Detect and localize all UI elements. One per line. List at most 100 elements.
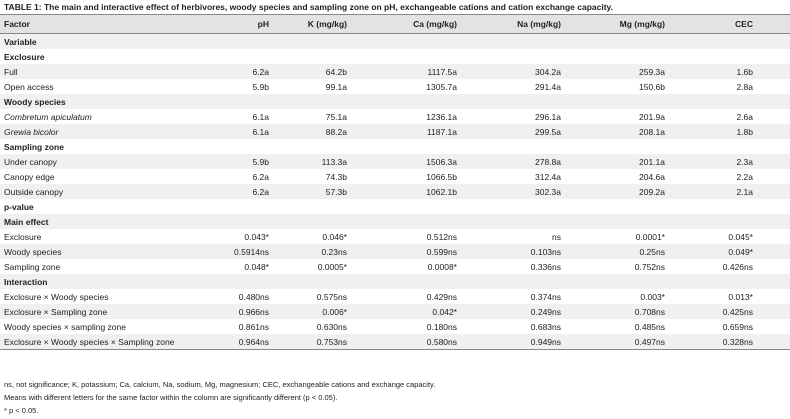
data-row: Combretum apiculatum 6.1a 75.1a 1236.1a 296.… (0, 109, 790, 124)
cell: 0.049* (669, 244, 757, 259)
cell: 0.966ns (205, 304, 273, 319)
cell: 0.23ns (273, 244, 351, 259)
cell (669, 214, 757, 229)
cell: 2.1a (669, 184, 757, 199)
cell: 0.752ns (634, 261, 665, 272)
cell: 0.630ns (316, 321, 347, 332)
cell: 0.103ns (461, 244, 565, 259)
cell (351, 94, 461, 109)
cell: 304.2a (461, 64, 565, 79)
footnote: Means with different letters for the sam… (4, 393, 338, 402)
cell: 0.046* (322, 231, 347, 242)
cell-pad (757, 274, 790, 289)
cell: 2.8a (736, 81, 753, 92)
footnote: * p < 0.05. (4, 406, 39, 415)
cell-pad (757, 184, 790, 199)
cell (461, 33, 565, 49)
cell-pad (757, 169, 790, 184)
row-label: Full (0, 64, 205, 79)
cell-pad (757, 304, 790, 319)
header-pad (757, 14, 790, 34)
cell: 0.683ns (530, 321, 561, 332)
row-label: Exclosure (4, 231, 42, 242)
cell-pad (757, 319, 790, 334)
cell (205, 139, 273, 154)
cell: 278.8a (461, 154, 565, 169)
cell: 1305.7a (426, 81, 457, 92)
data-row: Under canopy 5.9b 113.3a 1506.3a 278.8a 201.1… (0, 154, 790, 169)
cell: 5.9b (205, 154, 273, 169)
data-row: Exclosure 0.043* 0.046* 0.512ns ns 0.0001* 0.0… (0, 229, 790, 244)
cell (565, 94, 669, 109)
header-cell: Mg (mg/kg) (565, 14, 669, 34)
cell: 0.512ns (426, 231, 457, 242)
header-cell: pH (205, 14, 273, 34)
row-label: Woody species (0, 244, 205, 259)
cell: 1066.5b (426, 171, 457, 182)
cell: 259.3a (565, 64, 669, 79)
data-row: Grewia bicolor 6.1a 88.2a 1187.1a 299.5a 208.… (0, 124, 790, 139)
cell (205, 214, 273, 229)
cell (205, 49, 273, 64)
row-label: Woody species (0, 94, 205, 109)
cell: 150.6b (639, 81, 665, 92)
cell: 99.1a (325, 81, 347, 92)
cell: 0.599ns (351, 244, 461, 259)
row-label: Open access (4, 81, 54, 92)
cell: 0.580ns (351, 334, 461, 350)
cell-pad (757, 259, 790, 274)
cell (273, 94, 351, 109)
cell: 6.1a (205, 124, 273, 139)
cell-pad (757, 64, 790, 79)
cell (273, 274, 351, 289)
cell (669, 199, 757, 214)
cell: 296.1a (535, 111, 561, 122)
cell-pad (757, 33, 790, 49)
data-row: Canopy edge 6.2a 74.3b 1066.5b 312.4a 204.6a 2… (0, 169, 790, 184)
cell (351, 274, 461, 289)
header-cell: K (mg/kg) (273, 14, 351, 34)
header-row: Factor pH K (mg/kg) Ca (mg/kg) Na (mg/kg) Mg … (0, 14, 790, 34)
data-row: Exclosure × Woody species × Sampling zon… (0, 334, 790, 350)
cell: 0.180ns (426, 321, 457, 332)
cell-pad (757, 94, 790, 109)
cell: 0.485ns (634, 321, 665, 332)
cell (351, 49, 461, 64)
cell: 75.1a (325, 111, 347, 122)
cell: 201.1a (565, 154, 669, 169)
cell: 0.25ns (565, 244, 669, 259)
cell: 0.480ns (238, 291, 269, 302)
cell: 201.9a (639, 111, 665, 122)
cell: 302.3a (461, 184, 565, 199)
cell: 0.949ns (461, 334, 565, 350)
cell: 5.9b (252, 81, 269, 92)
data-table: Factor pH K (mg/kg) Ca (mg/kg) Na (mg/kg) Mg … (0, 14, 790, 350)
cell (205, 199, 273, 214)
row-label: Combretum apiculatum (4, 111, 92, 122)
cell: 0.0001* (635, 231, 665, 242)
row-label: Woody species × sampling zone (4, 321, 126, 332)
cell: 312.4a (535, 171, 561, 182)
table-title: TABLE 1: The main and interactive effect… (4, 2, 614, 12)
cell: 1117.5a (351, 64, 461, 79)
header-cell: CEC (669, 14, 757, 34)
data-row: Exclosure × Sampling zone 0.966ns 0.006* 0.… (0, 304, 790, 319)
cell (669, 94, 757, 109)
cell: 0.861ns (238, 321, 269, 332)
cell-pad (757, 124, 790, 139)
cell: 0.0008* (427, 261, 457, 272)
cell-pad (757, 214, 790, 229)
cell: 6.1a (252, 111, 269, 122)
cell: 0.429ns (426, 291, 457, 302)
cell: 1062.1b (351, 184, 461, 199)
cell: 88.2a (273, 124, 351, 139)
cell (461, 139, 565, 154)
row-label: p-value (4, 201, 34, 212)
cell: ns (552, 231, 561, 242)
cell: 0.425ns (669, 304, 757, 319)
cell (273, 49, 351, 64)
cell: 6.2a (205, 64, 273, 79)
header-cell: Na (mg/kg) (461, 14, 565, 34)
cell: 0.426ns (722, 261, 753, 272)
